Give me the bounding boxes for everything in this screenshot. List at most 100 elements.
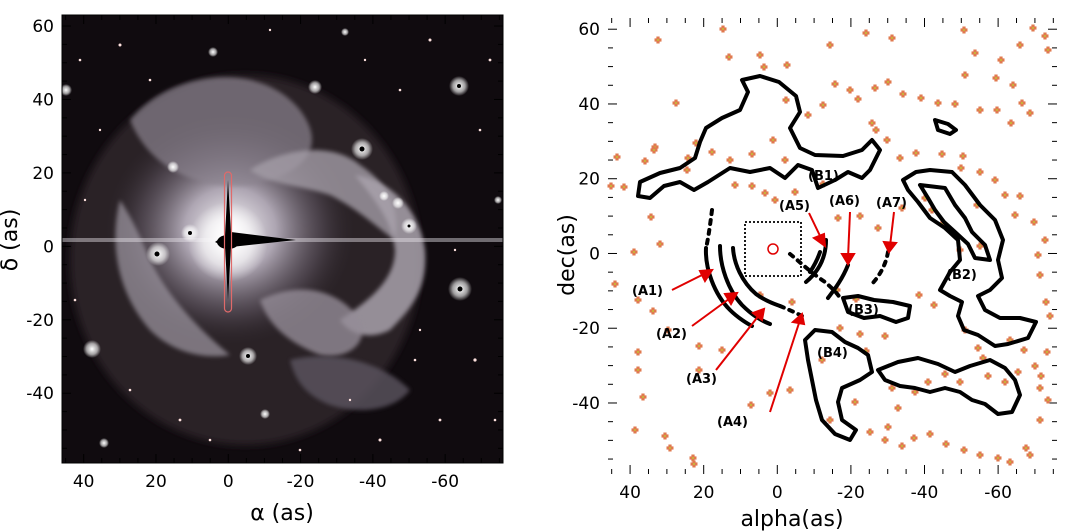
star-marker <box>1009 81 1017 89</box>
star-marker <box>639 393 647 401</box>
contour-b3 <box>841 294 912 324</box>
label-b4: (B4) <box>817 346 848 361</box>
label-a2: (A2) <box>656 327 687 342</box>
star-marker <box>1014 368 1022 376</box>
star-marker <box>1036 384 1044 392</box>
star-marker <box>856 212 864 220</box>
star-marker <box>647 213 655 221</box>
star-marker <box>960 26 968 34</box>
right-x-tick-label: -20 <box>837 483 865 503</box>
star-marker <box>649 307 657 315</box>
right-x-tick-label: 40 <box>619 483 641 503</box>
right-y-tick-labels: 60 40 20 0 -20 -40 <box>572 20 600 414</box>
star-marker <box>1041 236 1049 244</box>
label-a4: (A4) <box>717 415 748 430</box>
star-marker <box>854 95 862 103</box>
arc-a1 <box>703 246 754 328</box>
star-marker <box>959 152 967 160</box>
left-x-tick-label: -60 <box>431 472 459 492</box>
arc-a7-dotted <box>868 250 890 288</box>
star-marker <box>747 401 755 409</box>
star-marker <box>1043 348 1051 356</box>
star-marker <box>731 181 739 189</box>
star-marker <box>846 86 854 94</box>
star-marker <box>1036 416 1044 424</box>
star-marker <box>782 96 790 104</box>
star-marker <box>924 378 932 386</box>
central-star-psf <box>215 171 296 313</box>
star-marker <box>725 53 733 61</box>
star-marker <box>926 430 934 438</box>
star-marker <box>766 389 774 397</box>
star-marker <box>1041 32 1049 40</box>
star-marker <box>756 51 764 59</box>
right-x-axis-title: alpha(as) <box>740 507 843 532</box>
nebula-image <box>62 28 503 452</box>
arc-a6 <box>808 250 850 300</box>
left-tick-marks <box>62 15 503 463</box>
star-marker <box>656 240 664 248</box>
star-marker <box>672 99 680 107</box>
field-stars <box>73 28 497 452</box>
annotation-arrows <box>671 211 898 413</box>
right-y-axis-title: dec(as) <box>555 214 580 296</box>
star-marker <box>654 36 662 44</box>
star-marker <box>1030 218 1038 226</box>
star-marker <box>634 366 642 374</box>
star-marker <box>910 434 918 442</box>
star-marker <box>888 34 896 42</box>
star-marker <box>631 426 639 434</box>
left-x-tick-label: 20 <box>145 472 167 492</box>
left-x-tick-labels: 40 20 0 -20 -40 -60 <box>73 472 459 492</box>
star-marker <box>611 280 619 288</box>
star-marker <box>661 432 669 440</box>
star-marker <box>690 460 698 468</box>
right-y-tick-label: 0 <box>589 244 600 264</box>
star-marker <box>851 398 859 406</box>
left-x-tick-label: 40 <box>73 472 95 492</box>
star-marker <box>760 63 768 71</box>
star-marker <box>991 176 999 184</box>
star-marker <box>899 90 907 98</box>
star-marker <box>769 136 777 144</box>
right-x-tick-label: 0 <box>772 483 783 503</box>
star-marker <box>942 440 950 448</box>
star-marker <box>872 126 880 134</box>
left-y-tick-label: 20 <box>32 164 54 184</box>
star-marker <box>997 56 1005 64</box>
star-marker <box>862 29 870 37</box>
star-marker <box>1044 396 1052 404</box>
star-marker <box>896 154 904 162</box>
star-marker <box>930 301 938 309</box>
star-marker <box>1042 298 1050 306</box>
label-b3: (B3) <box>848 303 879 318</box>
star-marker <box>938 150 946 158</box>
right-tick-marks <box>608 18 1057 474</box>
star-marker <box>834 214 842 222</box>
left-panel: 40 20 0 -20 -40 -60 60 40 20 0 -20 -40 α (as) δ (a… <box>0 14 504 526</box>
right-y-tick-label: -20 <box>572 319 600 339</box>
label-a6: (A6) <box>829 194 860 209</box>
right-y-tick-label: 60 <box>578 20 600 40</box>
star-marker <box>984 372 992 380</box>
star-marker <box>630 248 638 256</box>
label-a1: (A1) <box>632 284 663 299</box>
star-marker <box>894 404 902 412</box>
star-marker <box>856 330 864 338</box>
star-marker <box>1007 119 1015 127</box>
arc-a4-dotted <box>704 208 808 320</box>
star-marker <box>718 346 726 354</box>
star-marker <box>1001 191 1009 199</box>
star-marker <box>1001 378 1009 386</box>
star-marker <box>1006 458 1014 466</box>
star-marker <box>898 442 906 450</box>
star-marker <box>831 80 839 88</box>
star-marker <box>607 182 615 190</box>
right-panel: 40 20 0 -20 -40 -60 60 40 20 0 -20 -40 alpha(as) d… <box>555 18 1057 532</box>
star-marker <box>695 342 703 350</box>
star-marker <box>1046 312 1054 320</box>
star-marker <box>786 386 794 394</box>
right-y-tick-label: 40 <box>578 95 600 115</box>
star-marker <box>866 428 874 436</box>
